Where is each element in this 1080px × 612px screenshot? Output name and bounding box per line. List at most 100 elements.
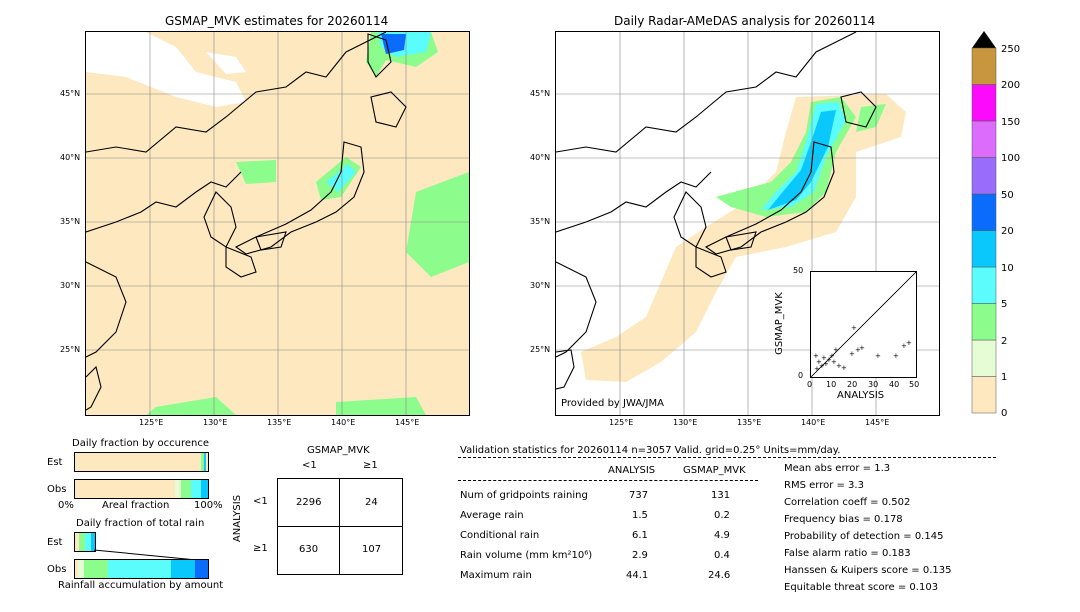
cbar-label-100: 100 [1001,153,1021,164]
stat-row-analysis: 737 [629,490,649,501]
scatter-xtick-30: 30 [868,380,879,389]
colorbar-segment [971,339,997,377]
svg-text:+: + [813,352,819,360]
cbar-label-150: 150 [1001,117,1021,128]
frac-occ-axis-left: 0% [58,500,74,511]
frac-rain-row-obs: Obs [47,564,67,575]
frac-occ-axis-right: 100% [194,500,223,511]
left-lat-40: 40°N [60,153,81,162]
svg-text:+: + [814,365,820,373]
scatter-xtick-0: 0 [807,380,813,389]
score-mae: Mean abs error = 1.3 [784,463,891,474]
scatter-xtick-40: 40 [889,380,900,389]
scatter-plot: + +++ ++++ + +++ + ++ + + + ++ [811,272,916,377]
left-map [85,31,470,416]
stat-row-gsmap: 4.9 [714,530,730,541]
right-lon-125: 125°E [609,418,634,427]
contingency-cell-11: 107 [362,544,382,555]
cbar-label-50: 50 [1001,190,1014,201]
left-lon-140: 140°E [331,418,356,427]
svg-text:+: + [859,344,865,352]
contingency-col-ge1: ≥1 [363,460,378,471]
svg-text:+: + [901,342,907,350]
contingency-row-ge1: ≥1 [253,543,268,554]
contingency-table: 2296 24 630 107 [277,478,403,575]
cbar-label-20: 20 [1001,226,1014,237]
cbar-label-10: 10 [1001,263,1014,274]
score-ets: Equitable threat score = 0.103 [784,582,939,593]
scatter-ylabel: GSMAP_MVK [773,292,785,355]
scatter-xtick-20: 20 [847,380,858,389]
frac-rain-title: Daily fraction of total rain [76,518,205,529]
stat-row-label: Maximum rain [460,570,532,581]
stat-row-label: Conditional rain [460,530,540,541]
stat-row-label: Rain volume (mm km²10⁶) [460,550,593,561]
svg-text:+: + [841,364,847,372]
validation-col-gsmap: GSMAP_MVK [683,465,746,476]
right-map-title: Daily Radar-AMeDAS analysis for 20260114 [614,14,876,28]
stat-row-analysis: 6.1 [632,530,648,541]
left-lat-30: 30°N [60,281,81,290]
svg-text:+: + [819,362,825,370]
cbar-label-0: 0 [1001,408,1008,419]
contingency-col-lt1: <1 [302,460,317,471]
scatter-xlabel: ANALYSIS [837,390,885,401]
right-lat-35: 35°N [530,217,551,226]
contingency-row-lt1: <1 [253,496,268,507]
colorbar-segment [971,303,997,341]
frac-occ-row-obs: Obs [47,484,67,495]
left-lon-145: 145°E [395,418,420,427]
svg-text:+: + [893,352,899,360]
contingency-title: GSMAP_MVK [307,445,370,456]
colorbar-segment [971,230,997,268]
svg-text:+: + [821,354,827,362]
score-freq-bias: Frequency bias = 0.178 [784,514,903,525]
svg-text:+: + [816,358,822,366]
left-lon-125: 125°E [139,418,164,427]
right-lat-25: 25°N [530,345,551,354]
stat-row-gsmap: 0.4 [714,550,730,561]
frac-occ-title: Daily fraction by occurence [72,438,210,449]
frac-occ-row-est: Est [47,457,63,468]
scatter-inset: + + + + + + + + + + + + + + + + + + + + [810,271,917,378]
colorbar-segment [971,266,997,304]
validation-divider-top [458,457,996,458]
colorbar-segment [971,376,997,414]
right-lon-145: 145°E [865,418,890,427]
cbar-label-200: 200 [1001,80,1021,91]
left-lat-45: 45°N [60,89,81,98]
left-lat-25: 25°N [60,345,81,354]
stat-row-analysis: 1.5 [632,510,648,521]
svg-text:+: + [875,352,881,360]
svg-text:+: + [851,324,857,332]
frac-rain-bar-est [74,532,96,552]
stat-row-label: Num of gridpoints raining [460,490,588,501]
svg-text:+: + [831,358,837,366]
svg-text:+: + [829,352,835,360]
colorbar-segment [971,84,997,122]
colorbar [971,30,997,415]
frac-rain-footer: Rainfall accumulation by amount [58,580,224,591]
svg-text:+: + [823,360,829,368]
score-far: False alarm ratio = 0.183 [784,548,911,559]
stat-row-label: Average rain [460,510,524,521]
contingency-cell-00: 2296 [296,497,322,508]
svg-text:+: + [855,346,861,354]
colorbar-segment [971,47,997,85]
scatter-ytick-0: 0 [798,371,804,380]
svg-text:+: + [849,350,855,358]
left-lon-135: 135°E [267,418,292,427]
score-corr: Correlation coeff = 0.502 [784,497,911,508]
frac-occ-axis-mid: Areal fraction [102,500,170,511]
colorbar-svg [971,31,997,414]
right-lat-30: 30°N [530,281,551,290]
contingency-row-axis: ANALYSIS [232,494,244,543]
svg-text:+: + [826,356,832,364]
provider-credit: Provided by JWA/JMA [561,398,664,409]
right-map: + + + + + + + + + + + + + + + + + + + + Provided by JWA… [555,31,940,416]
stat-row-gsmap: 0.2 [714,510,730,521]
cbar-label-5: 5 [1001,299,1008,310]
right-lon-140: 140°E [801,418,826,427]
left-lat-35: 35°N [60,217,81,226]
scatter-xtick-10: 10 [826,380,837,389]
